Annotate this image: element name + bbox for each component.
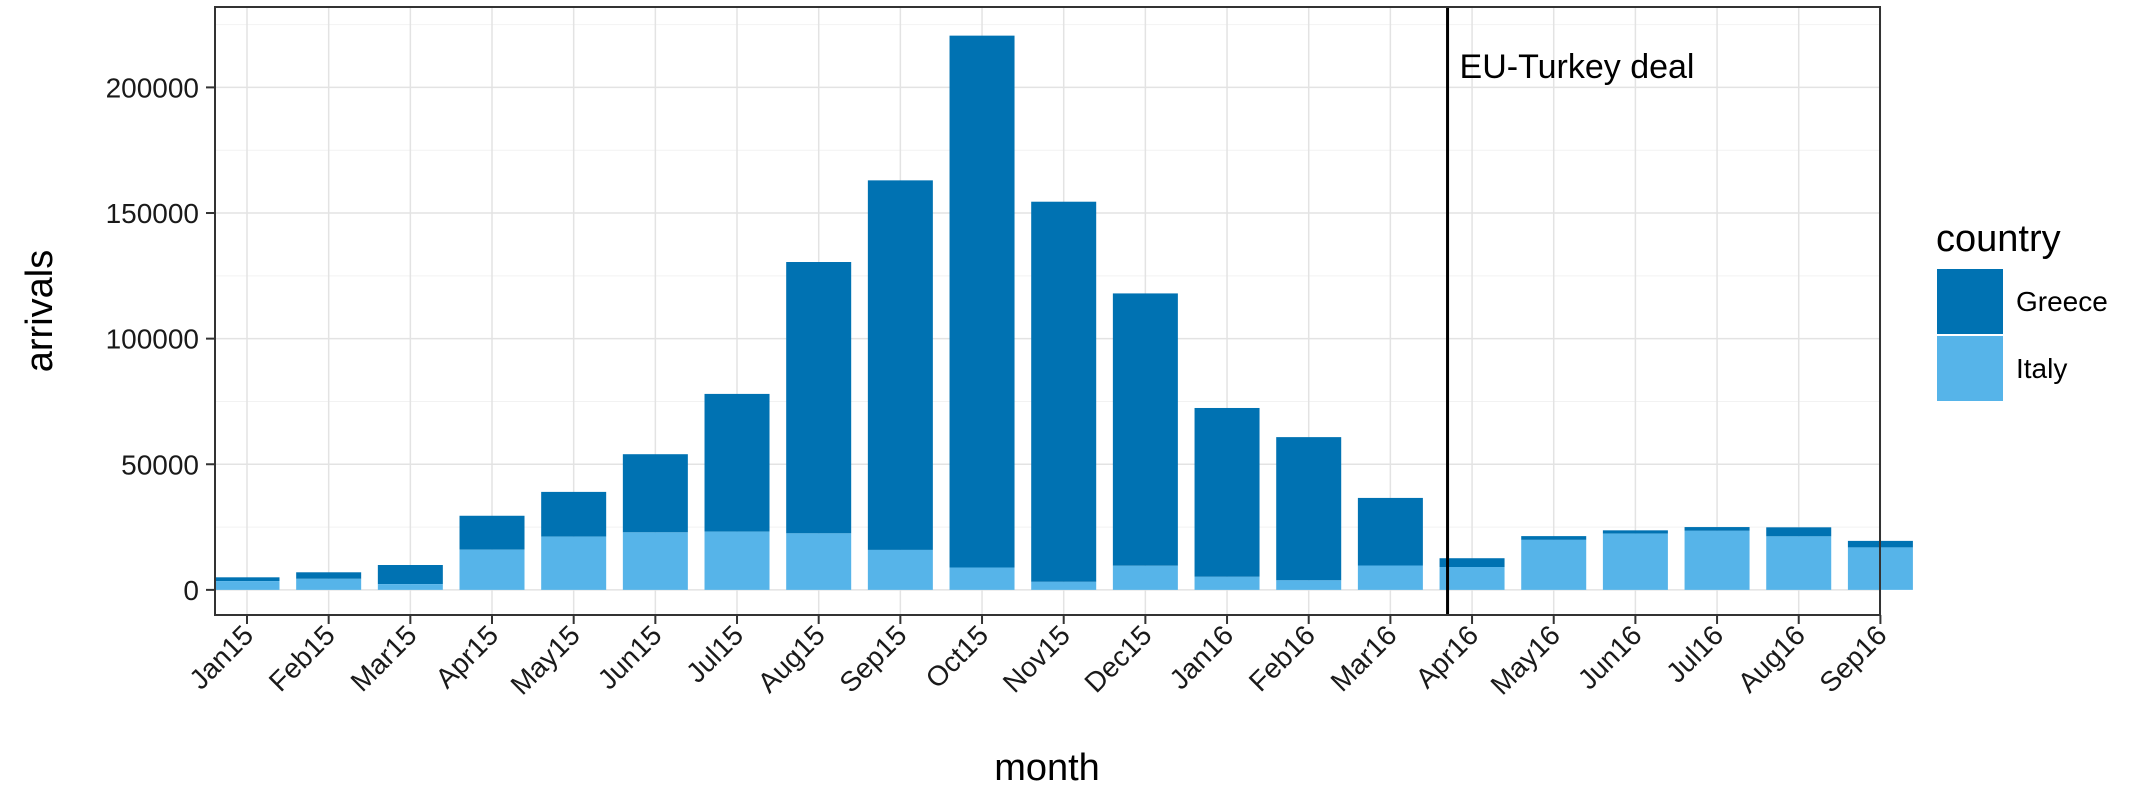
- bar-greece: [1602, 530, 1668, 534]
- x-tick-label: Feb15: [263, 619, 341, 697]
- x-tick-label: Jul15: [680, 619, 749, 688]
- bar-greece: [622, 454, 688, 533]
- legend-label-greece: Greece: [2016, 286, 2108, 317]
- y-tick-label: 100000: [106, 324, 199, 355]
- bar-greece: [867, 180, 933, 550]
- bar-greece: [296, 572, 362, 579]
- bar-italy: [541, 536, 607, 590]
- bar-greece: [459, 515, 525, 550]
- bar-greece: [1766, 527, 1832, 537]
- x-tick-label: Dec15: [1078, 619, 1157, 698]
- bar-italy: [296, 578, 362, 590]
- x-tick-label: May16: [1485, 619, 1566, 700]
- bar-greece: [1112, 293, 1178, 566]
- bar-italy: [1684, 530, 1750, 590]
- bar-italy: [1276, 580, 1342, 590]
- annotation-label: EU-Turkey deal: [1460, 48, 1695, 86]
- x-tick-label: Sep15: [833, 619, 912, 698]
- bar-greece: [1031, 201, 1097, 582]
- y-tick-label: 0: [183, 575, 199, 606]
- bar-greece: [541, 491, 607, 537]
- bar-greece: [1194, 407, 1260, 577]
- bar-italy: [867, 549, 933, 590]
- plot-border: [214, 6, 1881, 616]
- bar-italy: [949, 567, 1015, 590]
- bar-italy: [377, 584, 443, 590]
- x-tick-label: Aug16: [1732, 619, 1811, 698]
- x-axis: Jan15 Feb15 Mar15 Apr15 May15 Jun15 Jul15 Aug15…: [183, 615, 1893, 701]
- x-tick-label: Jan15: [183, 619, 259, 695]
- bar-greece: [1684, 527, 1750, 531]
- bar-greece: [949, 35, 1015, 568]
- bar-italy: [1031, 581, 1097, 590]
- legend-label-italy: Italy: [2016, 353, 2067, 384]
- bar-greece: [214, 577, 280, 582]
- bar-greece: [1439, 558, 1505, 568]
- bar-italy: [1112, 565, 1178, 590]
- x-tick-label: Aug15: [752, 619, 831, 698]
- y-tick-label: 150000: [106, 198, 199, 229]
- bar-italy: [214, 581, 280, 590]
- x-tick-label: Feb16: [1243, 619, 1321, 697]
- bar-greece: [1521, 536, 1587, 540]
- legend-key-greece: [1935, 267, 2005, 336]
- bar-italy: [459, 549, 525, 590]
- legend-items: Greece Italy: [1935, 267, 2108, 403]
- x-tick-label: May15: [505, 619, 586, 700]
- bar-italy: [704, 531, 770, 590]
- x-tick-label: Oct15: [920, 619, 995, 694]
- y-axis-title: arrivals: [19, 250, 61, 372]
- bar-greece: [786, 262, 852, 534]
- legend-key-italy: [1935, 334, 2005, 403]
- x-tick-label: Jul16: [1660, 619, 1729, 688]
- y-axis: 0 50000 100000 150000 200000: [106, 72, 215, 606]
- x-tick-label: Jun15: [592, 619, 668, 695]
- bar-italy: [622, 532, 688, 590]
- x-tick-label: Jan16: [1163, 619, 1239, 695]
- bar-italy: [1194, 576, 1260, 590]
- x-tick-label: Jun16: [1572, 619, 1648, 695]
- y-tick-label: 200000: [106, 72, 199, 103]
- bar-greece: [377, 565, 443, 585]
- bar-italy: [1766, 536, 1832, 590]
- bar-greece: [1357, 497, 1423, 566]
- x-tick-label: Nov15: [997, 619, 1076, 698]
- bar-greece: [1276, 437, 1342, 581]
- y-tick-label: 50000: [121, 449, 199, 480]
- bar-italy: [786, 533, 852, 590]
- bar-greece: [704, 393, 770, 532]
- x-tick-label: Mar16: [1325, 619, 1403, 697]
- legend-title: country: [1936, 218, 2061, 260]
- x-tick-label: Sep16: [1813, 619, 1892, 698]
- bar-italy: [1357, 565, 1423, 590]
- bar-italy: [1521, 539, 1587, 590]
- x-axis-title: month: [994, 747, 1100, 788]
- x-tick-label: Apr16: [1410, 619, 1485, 694]
- x-tick-label: Mar15: [345, 619, 423, 697]
- annotation: EU-Turkey deal: [1446, 7, 1695, 615]
- bars: [214, 35, 1913, 590]
- legend: country Greece Italy: [1935, 218, 2108, 403]
- bar-italy: [1602, 533, 1668, 590]
- bar-italy: [1439, 567, 1505, 590]
- x-tick-label: Apr15: [429, 619, 504, 694]
